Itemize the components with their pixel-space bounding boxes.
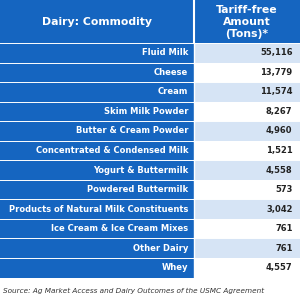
Text: Whey: Whey	[162, 263, 188, 272]
Text: 573: 573	[275, 185, 292, 194]
Text: 761: 761	[275, 224, 292, 233]
Bar	[0, 0, 194, 43]
Bar	[194, 141, 300, 160]
Bar	[0, 199, 194, 219]
Bar	[0, 82, 194, 102]
Bar	[0, 238, 194, 258]
Text: Fluid Milk: Fluid Milk	[142, 48, 188, 57]
Text: Products of Natural Milk Constituents: Products of Natural Milk Constituents	[9, 205, 188, 214]
Text: 11,574: 11,574	[260, 87, 292, 96]
Bar	[0, 141, 194, 160]
Text: 4,558: 4,558	[266, 166, 292, 175]
Bar	[0, 219, 194, 239]
Text: Cheese: Cheese	[154, 68, 188, 77]
Text: Dairy: Commodity: Dairy: Commodity	[42, 16, 152, 26]
Bar	[194, 63, 300, 82]
Text: Butter & Cream Powder: Butter & Cream Powder	[76, 126, 188, 135]
Bar	[194, 219, 300, 239]
Bar	[194, 258, 300, 278]
Bar	[194, 238, 300, 258]
Text: Yogurt & Buttermilk: Yogurt & Buttermilk	[93, 166, 188, 175]
Bar	[194, 121, 300, 141]
Text: 8,267: 8,267	[266, 107, 292, 116]
Text: 761: 761	[275, 244, 292, 253]
Bar	[194, 180, 300, 199]
Bar	[194, 160, 300, 180]
Bar	[0, 43, 194, 63]
Text: 3,042: 3,042	[266, 205, 292, 214]
Text: 4,960: 4,960	[266, 126, 292, 135]
Bar	[194, 102, 300, 121]
Text: Tariff-free
Amount
(Tons)*: Tariff-free Amount (Tons)*	[216, 4, 278, 38]
Bar	[0, 63, 194, 82]
Bar	[0, 258, 194, 278]
Bar	[0, 160, 194, 180]
Bar	[194, 43, 300, 63]
Bar	[194, 199, 300, 219]
Text: Concentrated & Condensed Milk: Concentrated & Condensed Milk	[36, 146, 188, 155]
Text: Cream: Cream	[158, 87, 188, 96]
Text: 1,521: 1,521	[266, 146, 292, 155]
Text: Source: Ag Market Access and Dairy Outcomes of the USMC Agreement: Source: Ag Market Access and Dairy Outco…	[3, 288, 264, 294]
Text: 13,779: 13,779	[260, 68, 292, 77]
Text: Powdered Buttermilk: Powdered Buttermilk	[87, 185, 188, 194]
Bar	[0, 180, 194, 199]
Bar	[0, 121, 194, 141]
Text: Other Dairy: Other Dairy	[133, 244, 188, 253]
Bar	[194, 0, 300, 43]
Text: Ice Cream & Ice Cream Mixes: Ice Cream & Ice Cream Mixes	[51, 224, 188, 233]
Bar	[194, 82, 300, 102]
Text: Skim Milk Powder: Skim Milk Powder	[103, 107, 188, 116]
Bar	[0, 102, 194, 121]
Text: 55,116: 55,116	[260, 48, 292, 57]
Text: 4,557: 4,557	[266, 263, 292, 272]
